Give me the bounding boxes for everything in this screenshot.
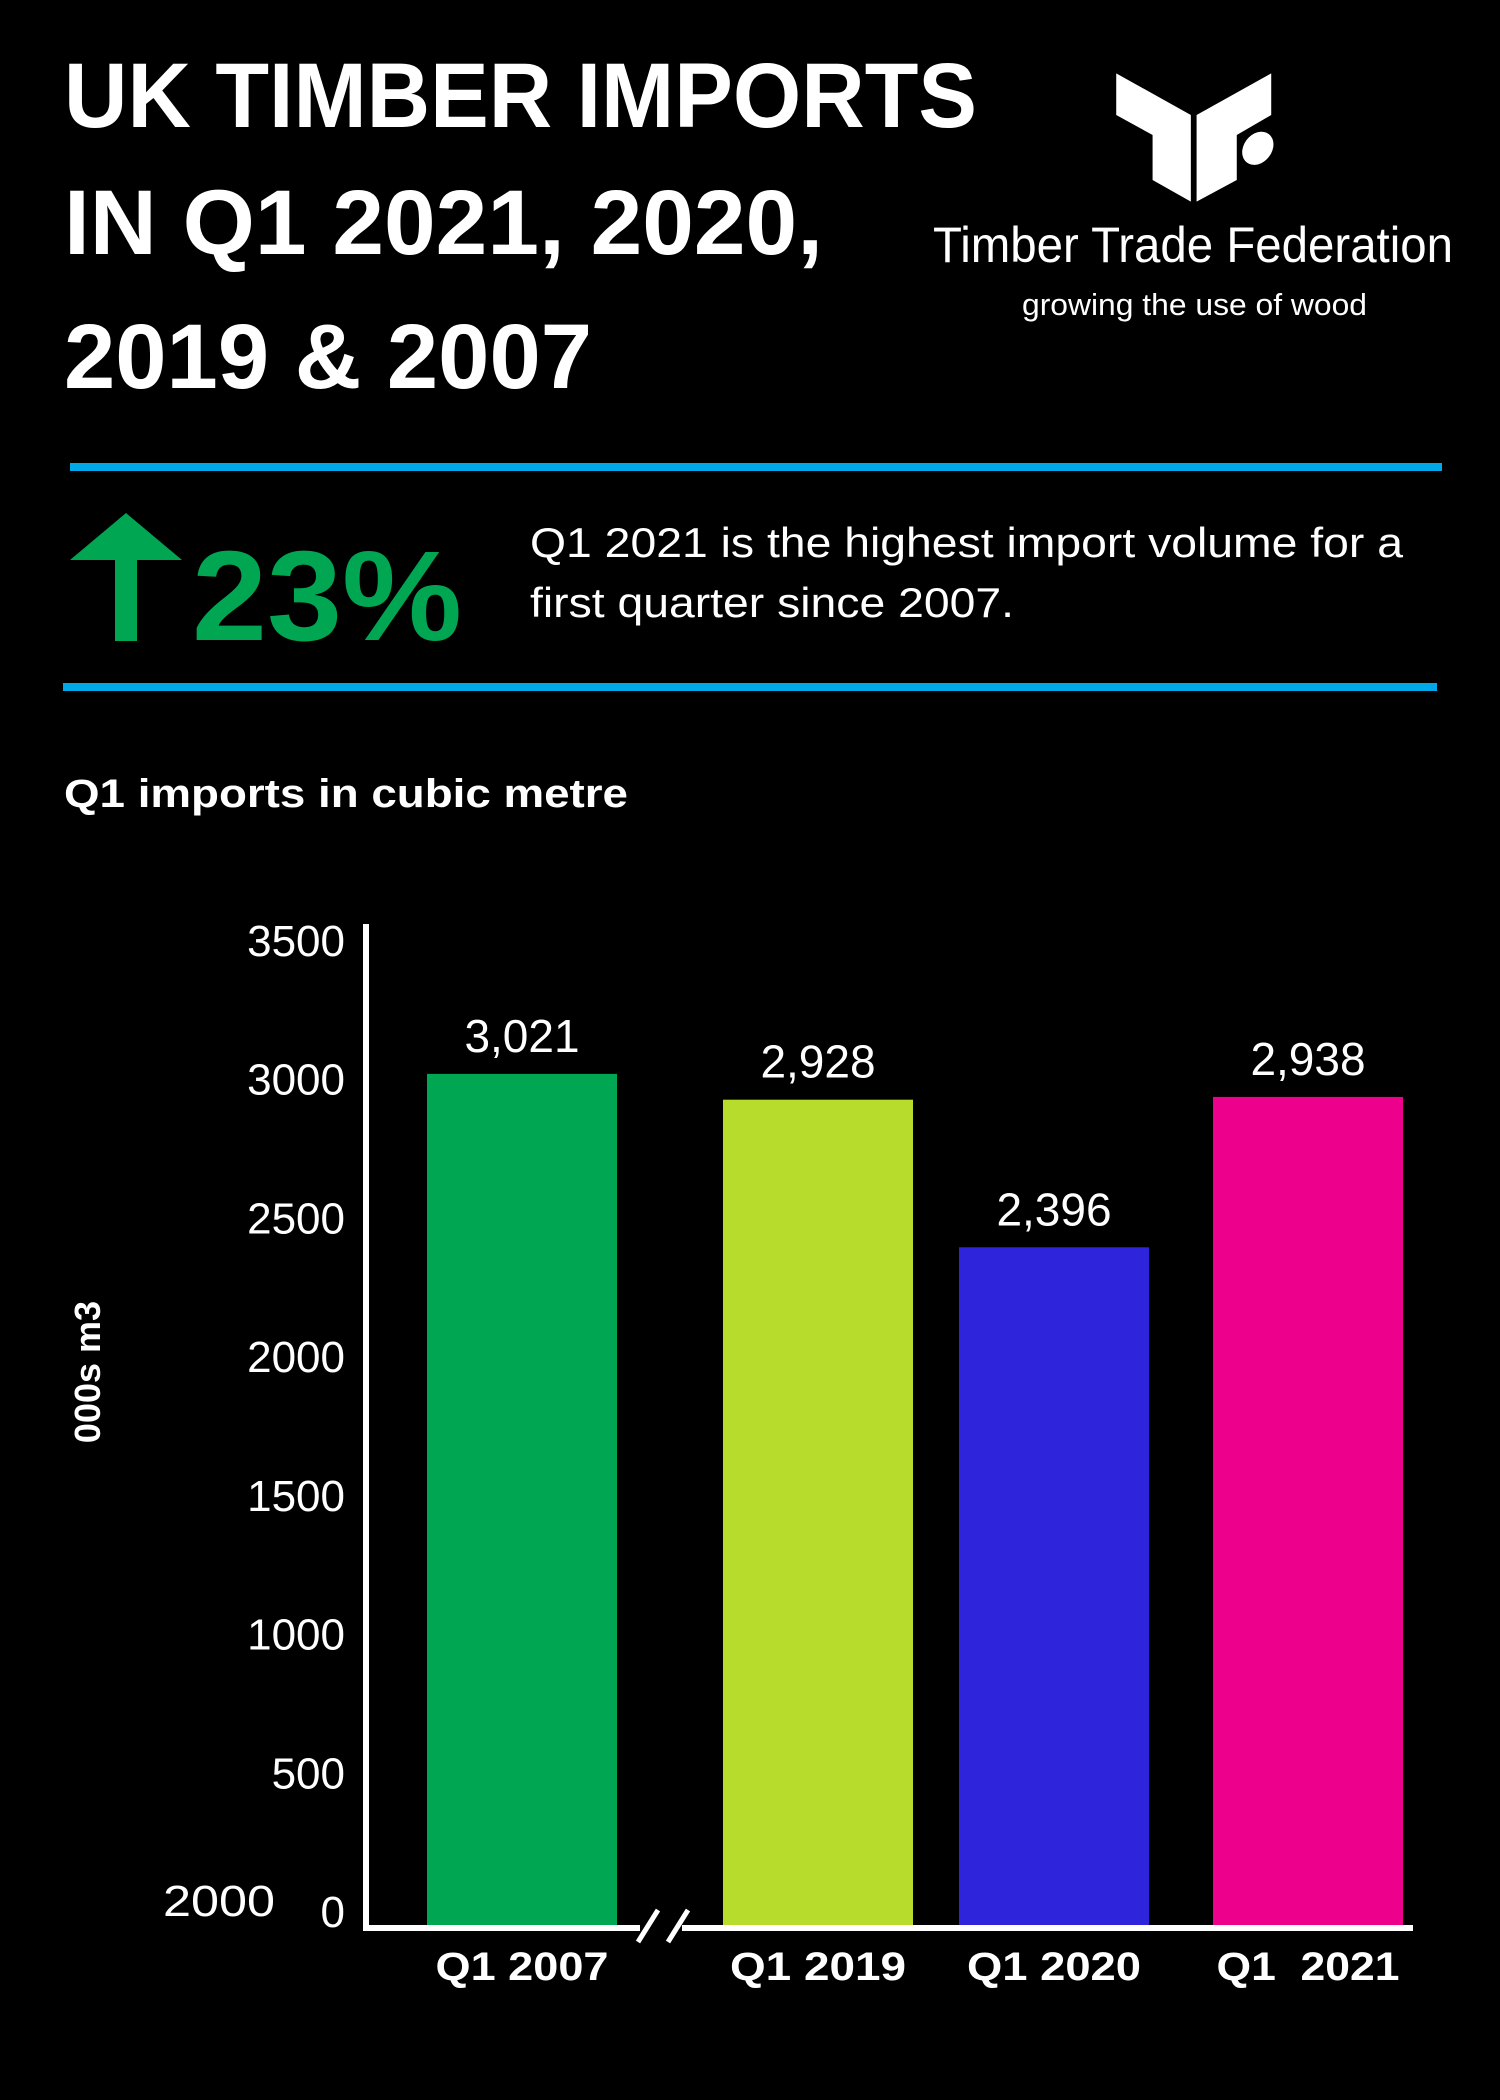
- title-line-3: 2019 & 2007: [64, 306, 592, 408]
- stray-axis-label: 2000: [163, 1877, 275, 1926]
- bar-chart: 000s m3 2000 0 500 1000 1500 2000 2500 3000 350…: [67, 917, 1413, 1989]
- y-tick-label: 2000: [247, 1333, 345, 1382]
- y-tick-label: 3500: [247, 917, 345, 966]
- x-axis-line-right: [682, 1925, 1413, 1931]
- title-line-1: UK TIMBER IMPORTS: [64, 45, 977, 147]
- bar-q1-2007: [427, 1073, 617, 1928]
- ttf-logo-mark-icon: [1116, 73, 1274, 202]
- highlight-stat: 23% Q1 2021 is the highest import volume…: [70, 513, 1404, 668]
- x-axis-line-left: [363, 1925, 640, 1931]
- bar-q1-2019: [723, 1099, 913, 1928]
- logo-tagline: growing the use of wood: [1022, 287, 1367, 322]
- bar-q1-2021: [1213, 1096, 1403, 1928]
- highlight-text-line-2: first quarter since 2007.: [530, 579, 1014, 626]
- chart-title: Q1 imports in cubic metre: [64, 772, 628, 816]
- page-title: UK TIMBER IMPORTS IN Q1 2021, 2020, 2019…: [64, 45, 977, 408]
- y-axis-line: [363, 924, 369, 1930]
- x-tick-label: Q1 2020: [967, 1945, 1141, 1989]
- title-line-2: IN Q1 2021, 2020,: [64, 172, 823, 274]
- y-axis-ticks: 0 500 1000 1500 2000 2500 3000 3500: [247, 917, 345, 1937]
- arrow-up-icon: [70, 513, 182, 641]
- data-label: 3,021: [464, 1010, 579, 1062]
- data-labels: 3,021 2,928 2,396 2,938: [464, 1010, 1365, 1235]
- ttf-logo: Timber Trade Federation growing the use …: [933, 73, 1453, 322]
- bars: [427, 1073, 1403, 1928]
- divider-top: [70, 463, 1442, 471]
- data-label: 2,928: [760, 1036, 875, 1088]
- y-tick-label: 500: [272, 1749, 345, 1798]
- data-label: 2,396: [996, 1183, 1111, 1235]
- divider-bottom: [63, 683, 1437, 691]
- y-tick-label: 1000: [247, 1611, 345, 1660]
- y-tick-label: 0: [321, 1888, 345, 1937]
- x-tick-label: Q1 2019: [730, 1945, 906, 1989]
- bar-q1-2020: [959, 1247, 1149, 1928]
- x-axis-labels: Q1 2007 Q1 2019 Q1 2020 Q1 2021: [436, 1945, 1400, 1989]
- y-tick-label: 1500: [247, 1472, 345, 1521]
- logo-name: Timber Trade Federation: [933, 217, 1453, 273]
- x-tick-label: Q1 2021: [1217, 1945, 1400, 1989]
- increase-percent: 23%: [192, 525, 462, 668]
- x-tick-label: Q1 2007: [436, 1945, 609, 1989]
- data-label: 2,938: [1250, 1033, 1365, 1085]
- y-tick-label: 2500: [247, 1194, 345, 1243]
- y-axis-label: 000s m3: [67, 1301, 108, 1443]
- axis-break-icon: [635, 1908, 691, 1944]
- y-tick-label: 3000: [247, 1056, 345, 1105]
- highlight-text-line-1: Q1 2021 is the highest import volume for…: [530, 519, 1404, 566]
